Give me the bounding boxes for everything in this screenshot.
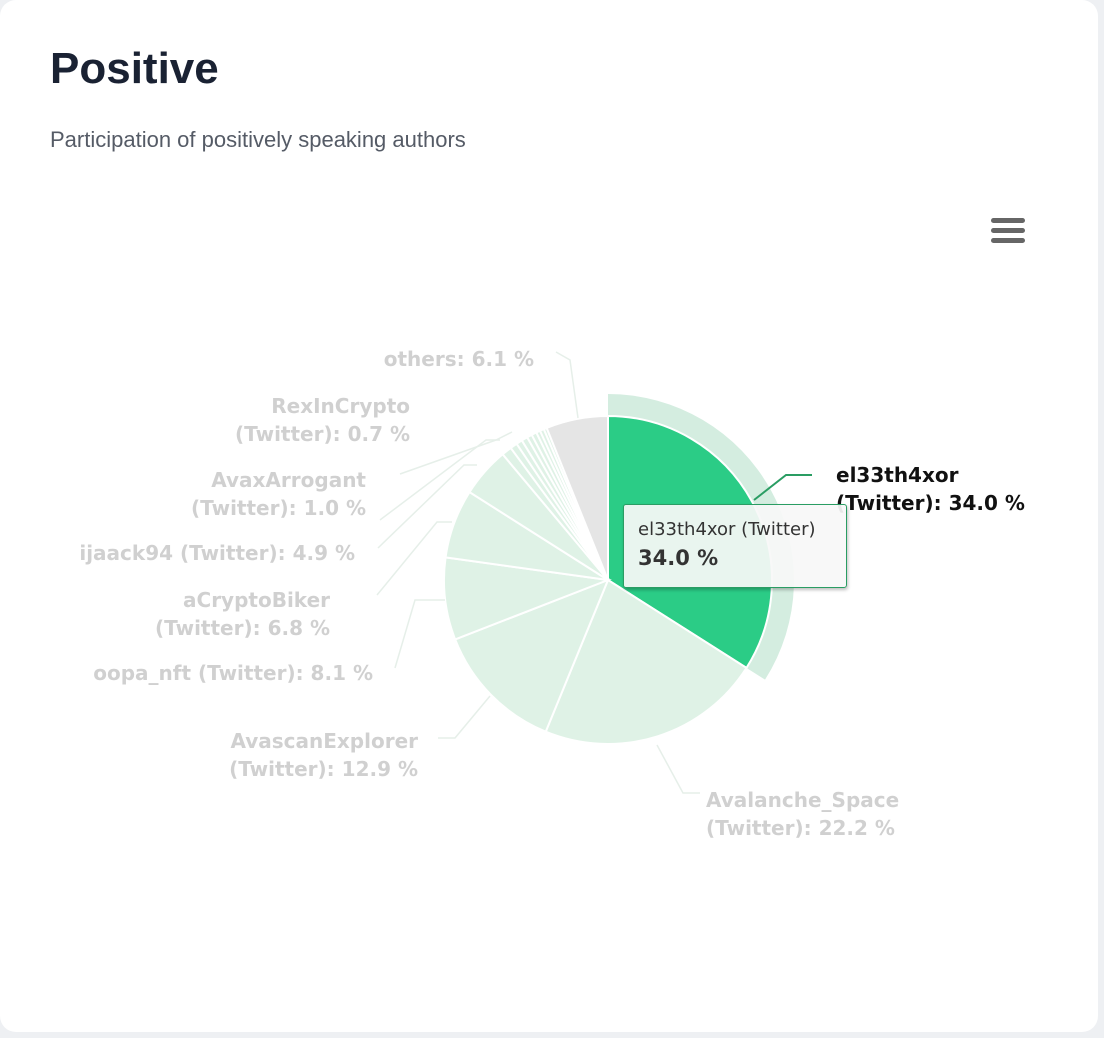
data-label: (Twitter): 22.2 %	[706, 816, 895, 840]
label-connector	[555, 351, 579, 419]
hamburger-menu-icon-bar	[991, 237, 1025, 243]
card-subtitle: Participation of positively speaking aut…	[50, 127, 466, 152]
data-label: ijaack94 (Twitter): 4.9 %	[79, 541, 355, 565]
chart-menu-button[interactable]	[984, 210, 1032, 250]
data-label: (Twitter): 12.9 %	[229, 757, 418, 781]
label-connector	[376, 521, 452, 596]
data-label: oopa_nft (Twitter): 8.1 %	[93, 661, 373, 685]
chart-tooltip: el33th4xor (Twitter) 34.0 %	[623, 504, 847, 588]
label-connector	[438, 695, 491, 739]
label-connector	[656, 744, 700, 794]
tooltip-name: el33th4xor (Twitter)	[638, 519, 816, 540]
data-label: RexInCrypto	[271, 394, 410, 418]
data-label: (Twitter): 0.7 %	[235, 422, 410, 446]
pie-slice-avalanche-space-twitter-[interactable]	[544, 578, 748, 745]
data-label: others: 6.1 %	[384, 347, 534, 371]
hamburger-menu-icon-bar	[991, 227, 1025, 233]
data-label: AvaxArrogant	[211, 468, 366, 492]
pie-slice-others[interactable]	[545, 414, 609, 581]
pie-labels: el33th4xor (Twitter): 34.0 % Avalanche_Spa…	[79, 347, 1025, 840]
data-label: aCryptoBiker	[183, 588, 330, 612]
data-label: el33th4xor	[836, 463, 959, 487]
label-connector	[753, 474, 812, 501]
data-label: (Twitter): 6.8 %	[155, 616, 330, 640]
data-label: AvascanExplorer	[230, 729, 418, 753]
data-label: (Twitter): 1.0 %	[191, 496, 366, 520]
pie-slices	[443, 394, 794, 745]
label-connector	[399, 431, 513, 475]
pie-slice-avascanexplorer-twitter-[interactable]	[453, 578, 610, 734]
label-connector	[377, 464, 477, 549]
data-label: (Twitter): 34.0 %	[836, 491, 1025, 515]
hamburger-menu-icon	[991, 217, 1025, 223]
label-connector	[394, 599, 445, 669]
tooltip-value: 34.0 %	[638, 546, 719, 570]
data-label: Avalanche_Space	[706, 788, 899, 812]
card-title: Positive	[50, 44, 219, 93]
highlight-halo	[608, 394, 794, 680]
